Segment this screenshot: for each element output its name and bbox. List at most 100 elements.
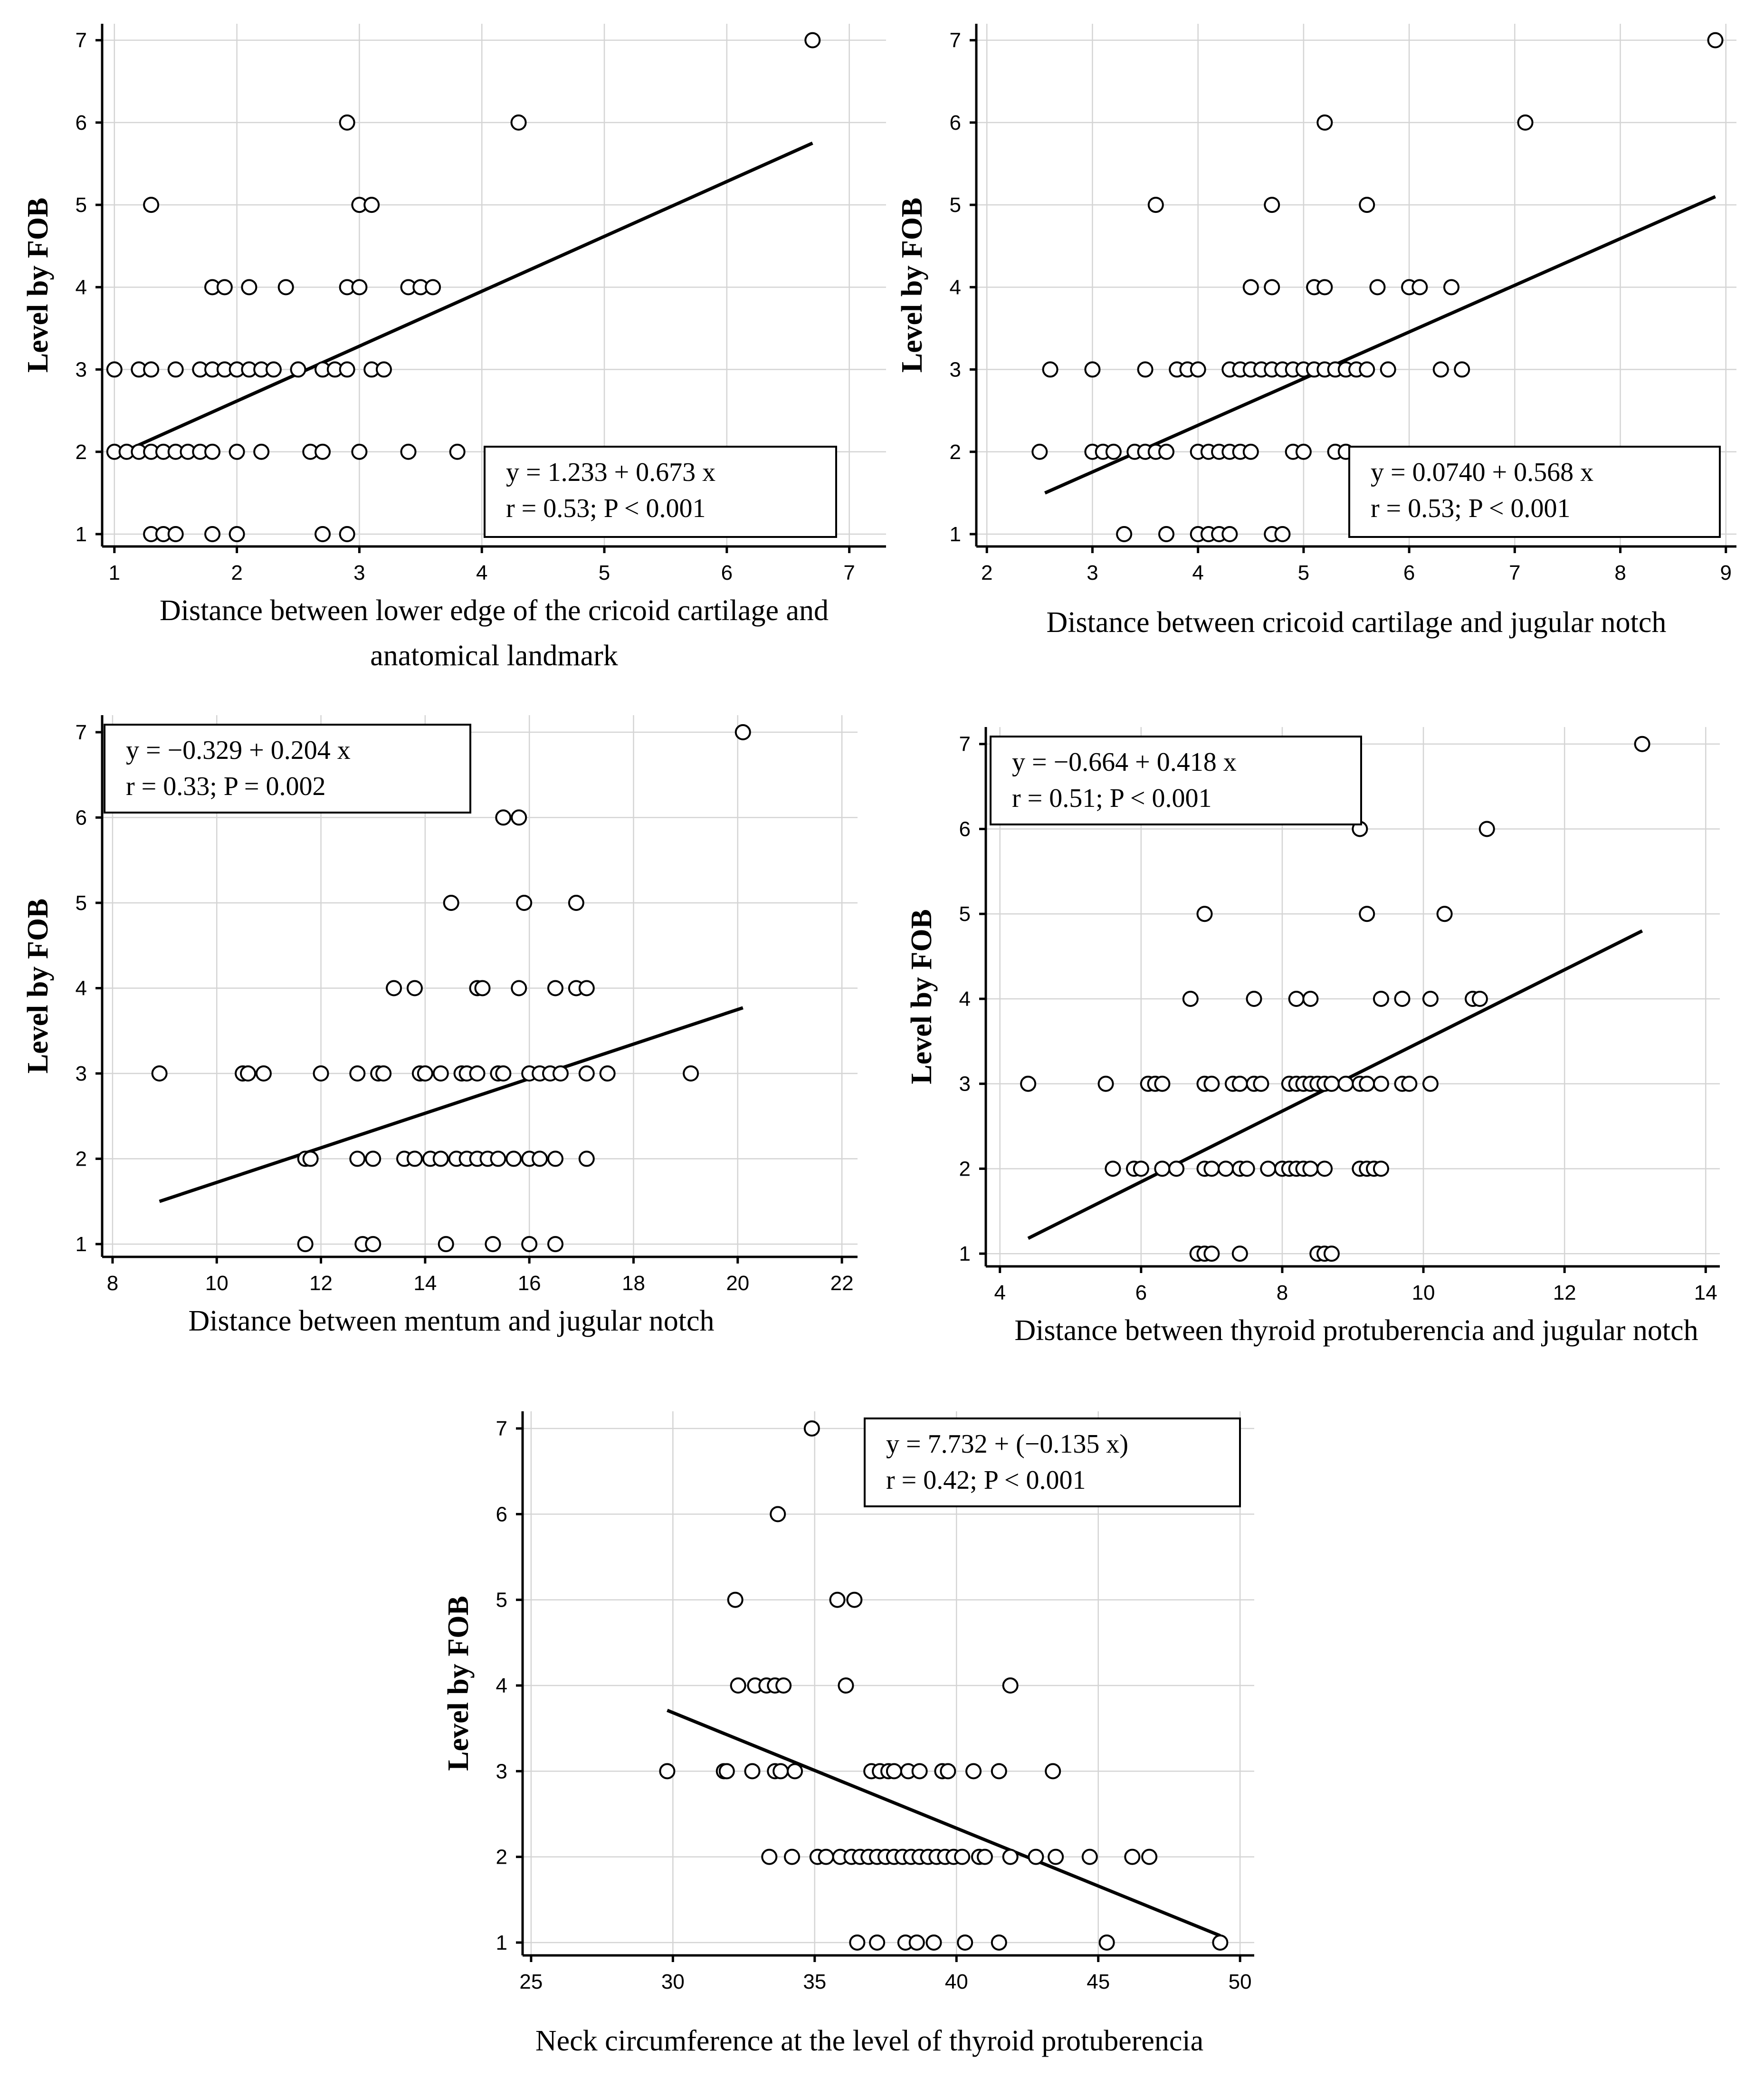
data-point bbox=[784, 1848, 801, 1865]
data-point bbox=[829, 1591, 846, 1608]
y-axis-label: Level by FOB bbox=[22, 899, 54, 1074]
data-point bbox=[727, 1591, 744, 1608]
data-point bbox=[375, 361, 392, 378]
data-point bbox=[1411, 279, 1428, 296]
x-tick-label: 14 bbox=[1694, 1281, 1717, 1304]
data-point bbox=[1098, 1934, 1115, 1951]
data-point bbox=[1707, 32, 1724, 48]
data-point bbox=[365, 1236, 381, 1253]
y-axis-label: Level by FOB bbox=[896, 198, 928, 373]
data-point bbox=[578, 1150, 595, 1167]
data-point bbox=[1316, 279, 1333, 296]
data-point bbox=[1116, 526, 1133, 543]
data-point bbox=[1253, 1075, 1269, 1092]
data-point bbox=[432, 1150, 449, 1167]
equation-box bbox=[1348, 446, 1721, 538]
data-point bbox=[552, 1065, 569, 1082]
data-point bbox=[818, 1848, 834, 1865]
data-point bbox=[143, 197, 160, 213]
x-tick-label: 6 bbox=[721, 561, 733, 584]
regression-stats: r = 0.53; P < 0.001 bbox=[506, 494, 706, 523]
y-tick-label: 5 bbox=[76, 193, 87, 217]
data-point bbox=[106, 361, 123, 378]
x-tick-label: 16 bbox=[518, 1272, 541, 1295]
x-axis-label: Distance between mentum and jugular notc… bbox=[188, 1305, 714, 1337]
x-tick-label: 10 bbox=[1412, 1281, 1435, 1304]
data-point bbox=[1422, 1075, 1439, 1092]
data-point bbox=[1182, 990, 1199, 1007]
y-tick-label: 6 bbox=[76, 111, 87, 134]
y-tick-label: 5 bbox=[496, 1589, 507, 1612]
data-point bbox=[510, 114, 527, 131]
data-point bbox=[1323, 1075, 1340, 1092]
x-tick-label: 4 bbox=[994, 1281, 1005, 1304]
data-point bbox=[339, 114, 355, 131]
data-point bbox=[1359, 361, 1375, 378]
data-point bbox=[1373, 990, 1389, 1007]
equation-box bbox=[990, 736, 1362, 825]
data-point bbox=[1045, 1763, 1061, 1780]
regression-stats: r = 0.42; P < 0.001 bbox=[886, 1465, 1086, 1495]
x-tick-label: 5 bbox=[599, 561, 610, 584]
data-point bbox=[578, 1065, 595, 1082]
data-point bbox=[886, 1763, 902, 1780]
data-point bbox=[1454, 361, 1470, 378]
data-point bbox=[474, 980, 491, 996]
data-point bbox=[277, 279, 294, 296]
data-point bbox=[1323, 1245, 1340, 1262]
data-point bbox=[1242, 443, 1259, 460]
data-point bbox=[511, 809, 527, 826]
regression-line bbox=[114, 141, 813, 458]
data-point bbox=[204, 443, 221, 460]
x-tick-label: 14 bbox=[413, 1272, 437, 1295]
data-point bbox=[1288, 990, 1305, 1007]
data-point bbox=[406, 1150, 423, 1167]
data-point bbox=[438, 1236, 454, 1253]
data-point bbox=[718, 1763, 735, 1780]
y-tick-label: 3 bbox=[76, 1062, 87, 1085]
y-tick-label: 4 bbox=[959, 987, 971, 1011]
data-point bbox=[1203, 1075, 1220, 1092]
data-point bbox=[1478, 821, 1495, 837]
data-point bbox=[568, 894, 584, 911]
data-point bbox=[1168, 1160, 1185, 1177]
data-point bbox=[1137, 361, 1154, 378]
x-tick-label: 3 bbox=[1087, 561, 1098, 584]
data-point bbox=[1154, 1075, 1171, 1092]
y-tick-label: 3 bbox=[76, 358, 87, 382]
y-axis-label: Level by FOB bbox=[22, 198, 54, 373]
data-point bbox=[349, 1065, 366, 1082]
data-point bbox=[297, 1236, 314, 1253]
x-tick-label: 7 bbox=[843, 561, 855, 584]
y-tick-label: 3 bbox=[950, 358, 961, 382]
x-tick-label: 5 bbox=[1298, 561, 1309, 584]
data-point bbox=[1042, 361, 1058, 378]
y-tick-label: 6 bbox=[496, 1503, 507, 1526]
data-point bbox=[911, 1763, 928, 1780]
y-tick-label: 1 bbox=[950, 523, 961, 546]
data-point bbox=[1274, 526, 1291, 543]
data-point bbox=[229, 443, 245, 460]
x-tick-label: 45 bbox=[1087, 1970, 1110, 1993]
x-tick-label: 2 bbox=[231, 561, 242, 584]
x-tick-label: 8 bbox=[107, 1272, 118, 1295]
data-point bbox=[1436, 906, 1453, 922]
data-point bbox=[730, 1677, 746, 1694]
data-point bbox=[908, 1934, 925, 1951]
data-point bbox=[1394, 990, 1411, 1007]
data-point bbox=[787, 1763, 803, 1780]
y-tick-label: 5 bbox=[959, 902, 971, 926]
data-point bbox=[1369, 279, 1386, 296]
data-point bbox=[1031, 443, 1048, 460]
data-point bbox=[406, 980, 423, 996]
data-point bbox=[521, 1236, 538, 1253]
data-point bbox=[1196, 906, 1213, 922]
data-point bbox=[143, 361, 160, 378]
y-tick-label: 7 bbox=[76, 29, 87, 52]
data-point bbox=[1048, 1848, 1064, 1865]
data-point bbox=[547, 1236, 563, 1253]
